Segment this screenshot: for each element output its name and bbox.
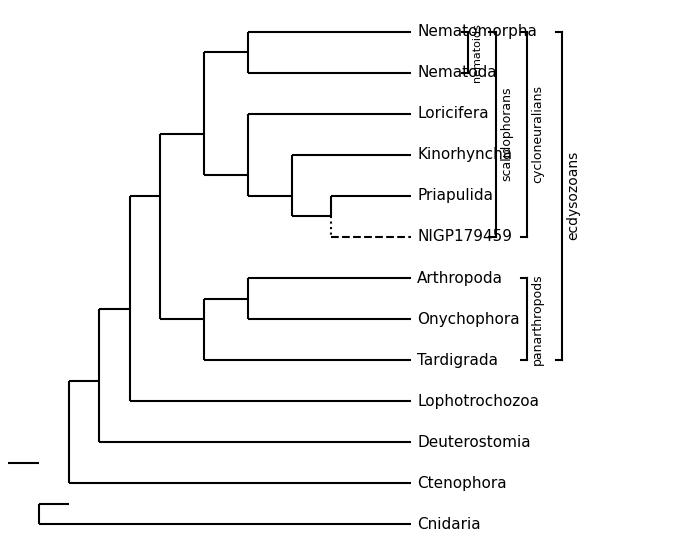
Text: panarthropods: panarthropods (531, 273, 545, 365)
Text: Deuterostomia: Deuterostomia (417, 435, 531, 450)
Text: cycloneuralians: cycloneuralians (531, 85, 545, 183)
Text: Kinorhyncha: Kinorhyncha (417, 147, 512, 162)
Text: nematoids: nematoids (473, 23, 482, 82)
Text: Ctenophora: Ctenophora (417, 476, 507, 491)
Text: Cnidaria: Cnidaria (417, 517, 481, 532)
Text: Lophotrochozoa: Lophotrochozoa (417, 394, 539, 409)
Text: scalidophorans: scalidophorans (500, 87, 513, 181)
Text: Tardigrada: Tardigrada (417, 353, 498, 368)
Text: Onychophora: Onychophora (417, 311, 520, 326)
Text: Nematomorpha: Nematomorpha (417, 24, 537, 39)
Text: Nematoda: Nematoda (417, 65, 497, 80)
Text: Arthropoda: Arthropoda (417, 271, 503, 285)
Text: Priapulida: Priapulida (417, 188, 494, 203)
Text: Loricifera: Loricifera (417, 106, 489, 121)
Text: NIGP179459: NIGP179459 (417, 230, 512, 245)
Text: ecdysozoans: ecdysozoans (566, 151, 580, 240)
